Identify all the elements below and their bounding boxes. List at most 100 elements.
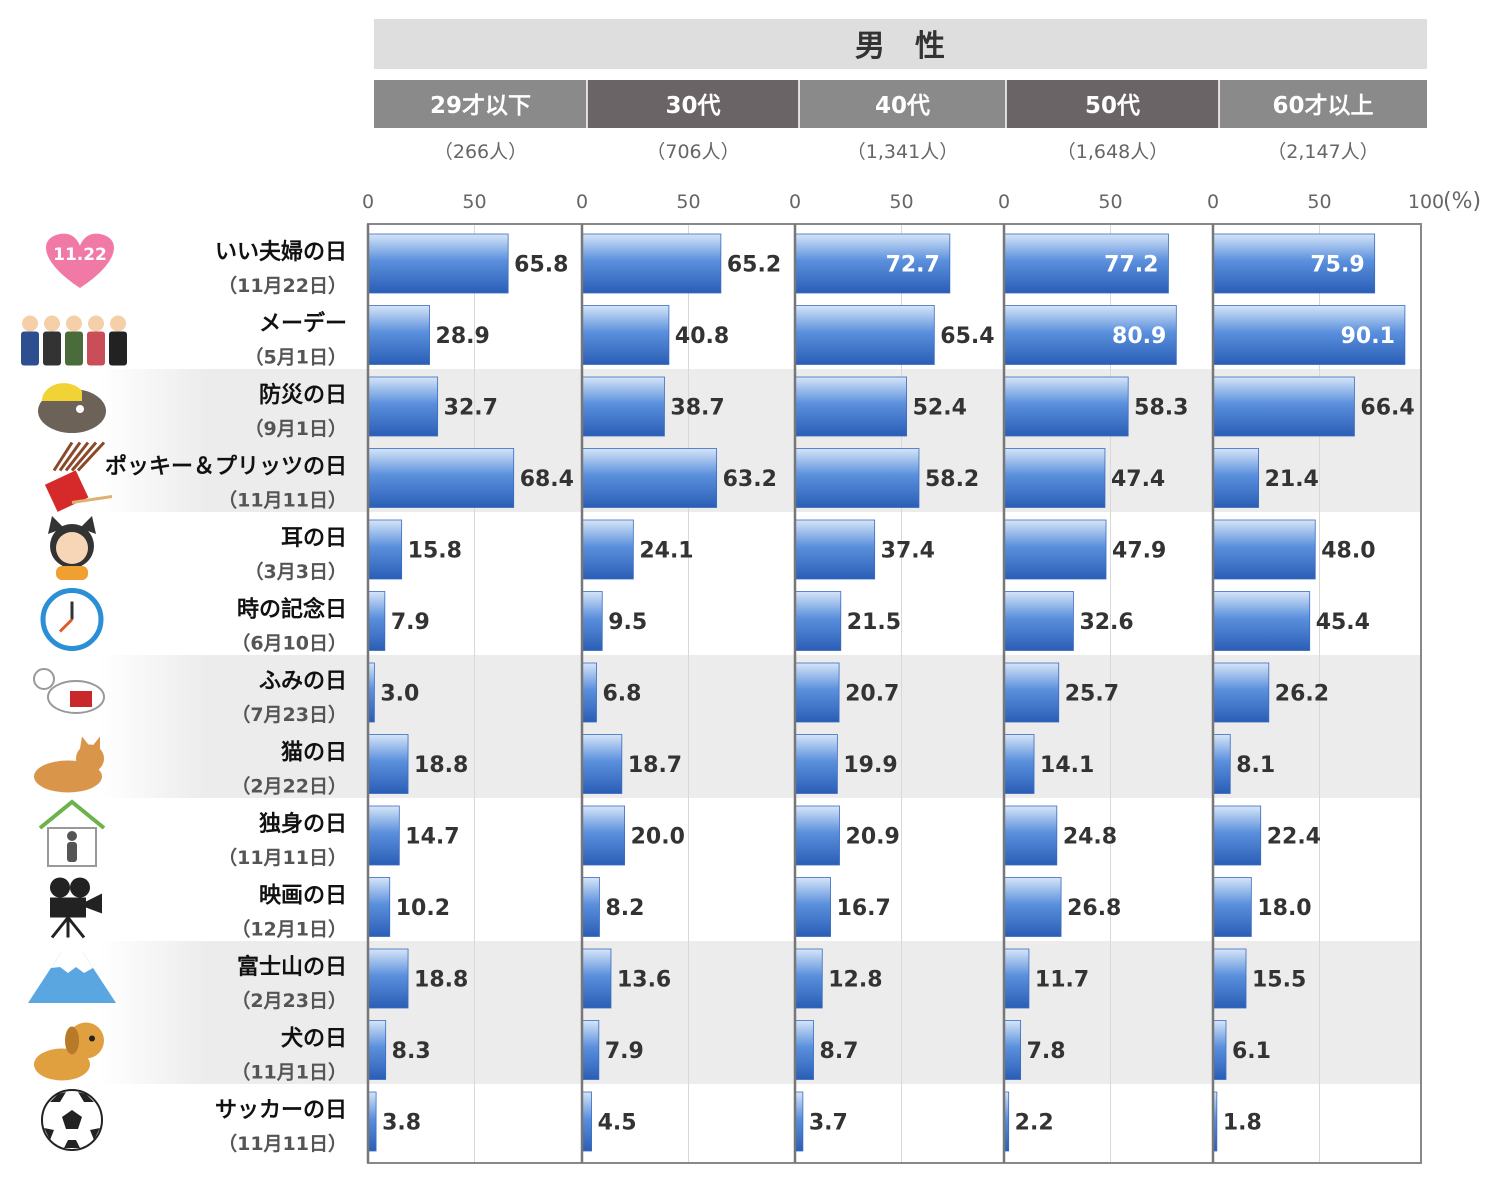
bar (581, 305, 670, 365)
age-header-0 (374, 80, 587, 128)
category-date: （11月11日） (218, 1132, 347, 1155)
category-name: サッカーの日 (215, 1098, 347, 1123)
tick-label: 0 (576, 191, 588, 213)
data-label: 58.3 (1134, 396, 1188, 421)
category-date: （6月10日） (231, 632, 347, 655)
bar (794, 376, 908, 437)
age-headers: 29才以下 （266人） 30代 （706人） 40代 （1,341人） 50代 （1,648… (374, 80, 1427, 163)
panel-1: 65.2 40.8 38.7 63.2 24.1 9.5 6.8 18.7 20.0 8.2 13.… (581, 224, 781, 1163)
category-date: （11月1日） (231, 1061, 347, 1084)
category-date: （9月1日） (245, 417, 347, 440)
tick-label: 50 (462, 191, 486, 213)
category-date: （12月1日） (231, 918, 347, 941)
category-name: 犬の日 (281, 1027, 347, 1052)
category-name: 独身の日 (259, 811, 347, 837)
bar (1003, 877, 1062, 937)
bar (1003, 1020, 1022, 1080)
axis-ticks: 0 50 0 50 0 50 0 50 0 50 100 (362, 191, 1444, 213)
data-label: 21.4 (1265, 467, 1319, 492)
data-label: 40.8 (675, 324, 729, 349)
category-icons: 11.22 (21, 233, 127, 1151)
category-date: （11月22日） (218, 274, 347, 297)
data-label: 8.3 (392, 1039, 431, 1064)
dog-icon (34, 1022, 104, 1081)
age-header-4 (1219, 80, 1427, 128)
clock-icon (40, 588, 104, 651)
data-label: 26.8 (1067, 896, 1121, 921)
bar (1003, 948, 1030, 1009)
bar (1212, 305, 1406, 365)
bar (581, 877, 600, 937)
data-label: 9.5 (608, 610, 647, 635)
gender-header (374, 19, 1427, 69)
data-label: 52.4 (913, 396, 967, 421)
data-label: 15.5 (1252, 968, 1306, 993)
data-label: 37.4 (881, 539, 935, 564)
bar (794, 948, 823, 1009)
data-label: 13.6 (617, 968, 671, 993)
respondent-count: （1,341人） (847, 141, 958, 163)
bar (581, 1091, 592, 1152)
category-name: 防災の日 (259, 383, 347, 408)
tick-label: 100 (1408, 191, 1444, 213)
category-date: （2月23日） (231, 989, 347, 1012)
data-label: 18.0 (1257, 896, 1311, 921)
respondent-count: （1,648人） (1057, 141, 1168, 163)
bar (1003, 305, 1177, 365)
bar (794, 662, 840, 723)
data-label: 12.8 (828, 968, 882, 993)
bar (367, 233, 509, 294)
data-label: 10.2 (396, 896, 450, 921)
data-label: 38.7 (670, 396, 724, 421)
data-label: 6.8 (602, 682, 641, 707)
age-header-label: 29才以下 (430, 93, 531, 119)
data-label: 90.1 (1341, 324, 1395, 349)
catfish-helmet-icon (38, 383, 106, 433)
data-label: 45.4 (1316, 610, 1370, 635)
pocky-sticks-icon (44, 441, 113, 512)
data-label: 16.7 (837, 896, 891, 921)
data-label: 18.8 (414, 753, 468, 778)
age-header-2 (799, 80, 1006, 128)
tick-label: 0 (1207, 191, 1219, 213)
data-label: 22.4 (1267, 825, 1321, 850)
data-label: 20.0 (631, 825, 685, 850)
data-label: 4.5 (598, 1111, 637, 1136)
category-name: 時の記念日 (237, 597, 347, 623)
data-label: 3.7 (809, 1111, 848, 1136)
data-label: 20.9 (846, 825, 900, 850)
svg-text:11.22: 11.22 (53, 245, 107, 265)
mount-fuji-icon (28, 951, 116, 1003)
data-label: 2.2 (1015, 1111, 1054, 1136)
category-date: （2月22日） (231, 775, 347, 798)
tick-label: 0 (362, 191, 374, 213)
data-label: 20.7 (845, 682, 899, 707)
data-label: 3.0 (380, 682, 419, 707)
category-date: （11月11日） (218, 489, 347, 512)
bar (1003, 591, 1074, 651)
bar (794, 1020, 814, 1080)
bar (581, 662, 597, 723)
respondent-count: （266人） (434, 141, 527, 163)
age-header-label: 60才以上 (1272, 93, 1373, 119)
bar (1003, 662, 1060, 723)
data-label: 7.8 (1027, 1039, 1066, 1064)
bar (1212, 1020, 1227, 1080)
gender-header-label: 男 性 (855, 29, 945, 64)
bar (794, 734, 838, 794)
data-label: 14.7 (405, 825, 459, 850)
bar (581, 734, 623, 794)
age-header-label: 50代 (1085, 93, 1140, 119)
house-person-icon (38, 799, 106, 867)
data-label: 15.8 (408, 539, 462, 564)
data-label: 32.7 (444, 396, 498, 421)
data-label: 8.2 (605, 896, 644, 921)
bar (1003, 805, 1058, 866)
bar (581, 948, 612, 1009)
category-name: いい夫婦の日 (215, 239, 347, 265)
bar (794, 805, 840, 866)
bar (1003, 376, 1129, 437)
bar (367, 519, 403, 580)
data-label: 72.7 (886, 253, 940, 278)
bar (367, 734, 409, 794)
